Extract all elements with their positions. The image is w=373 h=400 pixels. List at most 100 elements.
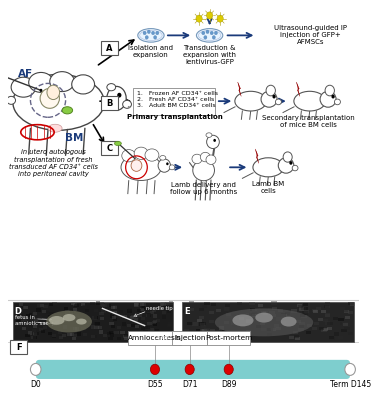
FancyBboxPatch shape bbox=[250, 313, 255, 316]
FancyBboxPatch shape bbox=[138, 305, 142, 308]
FancyBboxPatch shape bbox=[314, 322, 319, 325]
Text: BM: BM bbox=[65, 133, 84, 143]
FancyBboxPatch shape bbox=[298, 305, 303, 308]
FancyBboxPatch shape bbox=[48, 315, 52, 318]
FancyBboxPatch shape bbox=[246, 319, 251, 322]
FancyBboxPatch shape bbox=[293, 331, 298, 334]
Circle shape bbox=[206, 12, 213, 19]
FancyBboxPatch shape bbox=[127, 310, 132, 313]
Ellipse shape bbox=[193, 160, 214, 181]
Ellipse shape bbox=[121, 154, 161, 180]
FancyBboxPatch shape bbox=[329, 336, 335, 340]
FancyBboxPatch shape bbox=[77, 332, 81, 336]
FancyBboxPatch shape bbox=[17, 319, 21, 322]
Circle shape bbox=[147, 30, 150, 34]
FancyBboxPatch shape bbox=[43, 326, 47, 329]
Ellipse shape bbox=[232, 314, 254, 326]
FancyBboxPatch shape bbox=[350, 303, 355, 306]
Text: Secondary transplantation
of mice BM cells: Secondary transplantation of mice BM cel… bbox=[261, 115, 354, 128]
Ellipse shape bbox=[292, 165, 298, 171]
FancyBboxPatch shape bbox=[342, 308, 348, 312]
Circle shape bbox=[204, 36, 207, 39]
FancyBboxPatch shape bbox=[30, 320, 34, 323]
FancyBboxPatch shape bbox=[99, 303, 103, 306]
FancyBboxPatch shape bbox=[93, 335, 97, 338]
FancyBboxPatch shape bbox=[316, 307, 321, 310]
FancyBboxPatch shape bbox=[276, 327, 281, 330]
FancyBboxPatch shape bbox=[282, 320, 287, 324]
FancyBboxPatch shape bbox=[109, 337, 113, 340]
FancyBboxPatch shape bbox=[23, 306, 28, 309]
FancyBboxPatch shape bbox=[183, 310, 188, 313]
FancyBboxPatch shape bbox=[45, 311, 49, 314]
FancyBboxPatch shape bbox=[299, 308, 304, 311]
FancyBboxPatch shape bbox=[63, 319, 68, 322]
Circle shape bbox=[283, 152, 292, 162]
Circle shape bbox=[117, 93, 122, 98]
FancyBboxPatch shape bbox=[53, 322, 57, 326]
FancyBboxPatch shape bbox=[307, 324, 312, 327]
Text: Lamb delivery and
follow up 6 months: Lamb delivery and follow up 6 months bbox=[170, 182, 237, 195]
Ellipse shape bbox=[122, 150, 136, 162]
FancyBboxPatch shape bbox=[202, 329, 207, 332]
FancyBboxPatch shape bbox=[298, 328, 304, 331]
FancyBboxPatch shape bbox=[32, 329, 36, 332]
FancyBboxPatch shape bbox=[38, 316, 42, 319]
Circle shape bbox=[266, 85, 275, 96]
FancyBboxPatch shape bbox=[142, 303, 146, 306]
FancyBboxPatch shape bbox=[169, 301, 173, 304]
FancyBboxPatch shape bbox=[54, 321, 59, 324]
Ellipse shape bbox=[123, 100, 131, 108]
FancyBboxPatch shape bbox=[73, 334, 77, 337]
FancyBboxPatch shape bbox=[196, 329, 201, 332]
FancyBboxPatch shape bbox=[168, 322, 172, 326]
FancyBboxPatch shape bbox=[127, 324, 131, 327]
FancyBboxPatch shape bbox=[208, 332, 213, 336]
Circle shape bbox=[128, 106, 130, 108]
FancyBboxPatch shape bbox=[162, 303, 166, 306]
FancyBboxPatch shape bbox=[246, 313, 251, 316]
FancyBboxPatch shape bbox=[281, 313, 286, 316]
FancyBboxPatch shape bbox=[94, 316, 98, 319]
FancyBboxPatch shape bbox=[40, 304, 44, 307]
FancyBboxPatch shape bbox=[303, 303, 308, 306]
FancyBboxPatch shape bbox=[188, 308, 194, 311]
FancyBboxPatch shape bbox=[298, 324, 304, 328]
FancyBboxPatch shape bbox=[209, 311, 214, 314]
Text: Transduction &
expansion with
lentivirus-GFP: Transduction & expansion with lentivirus… bbox=[183, 45, 236, 65]
FancyBboxPatch shape bbox=[107, 304, 111, 307]
Circle shape bbox=[202, 31, 205, 35]
Ellipse shape bbox=[46, 311, 92, 332]
FancyBboxPatch shape bbox=[152, 309, 156, 312]
FancyBboxPatch shape bbox=[162, 315, 166, 318]
FancyBboxPatch shape bbox=[72, 303, 77, 306]
FancyBboxPatch shape bbox=[164, 307, 169, 310]
FancyBboxPatch shape bbox=[162, 311, 166, 314]
FancyBboxPatch shape bbox=[344, 310, 349, 313]
FancyBboxPatch shape bbox=[37, 308, 41, 312]
FancyBboxPatch shape bbox=[300, 314, 305, 317]
FancyBboxPatch shape bbox=[138, 314, 142, 317]
Ellipse shape bbox=[134, 147, 148, 160]
FancyBboxPatch shape bbox=[34, 318, 38, 322]
FancyBboxPatch shape bbox=[96, 302, 100, 305]
FancyBboxPatch shape bbox=[231, 322, 236, 326]
FancyBboxPatch shape bbox=[70, 333, 74, 336]
FancyBboxPatch shape bbox=[276, 318, 281, 321]
FancyBboxPatch shape bbox=[52, 334, 56, 337]
FancyBboxPatch shape bbox=[59, 316, 63, 319]
FancyBboxPatch shape bbox=[52, 302, 57, 306]
Circle shape bbox=[143, 31, 146, 35]
Circle shape bbox=[185, 364, 194, 374]
FancyBboxPatch shape bbox=[226, 313, 231, 316]
FancyBboxPatch shape bbox=[101, 304, 105, 307]
FancyBboxPatch shape bbox=[148, 336, 153, 339]
Circle shape bbox=[325, 85, 335, 96]
FancyBboxPatch shape bbox=[322, 329, 327, 332]
FancyBboxPatch shape bbox=[168, 332, 172, 335]
Text: D0: D0 bbox=[30, 380, 41, 389]
Circle shape bbox=[156, 31, 159, 35]
FancyBboxPatch shape bbox=[342, 322, 348, 325]
FancyBboxPatch shape bbox=[252, 311, 257, 314]
FancyBboxPatch shape bbox=[204, 302, 210, 305]
